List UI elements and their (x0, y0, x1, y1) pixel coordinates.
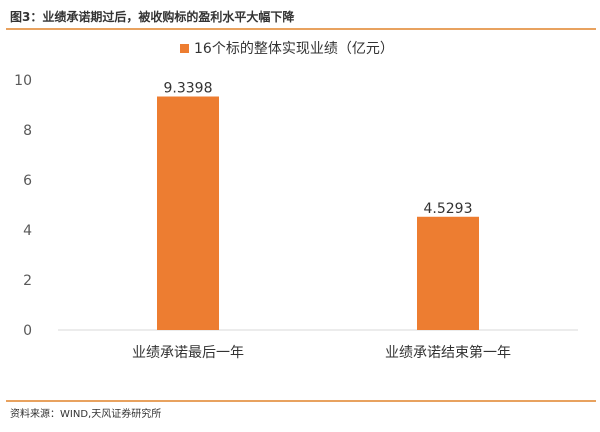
y-tick-label: 6 (23, 173, 32, 189)
y-tick-label: 10 (14, 73, 32, 89)
chart-area: 16个标的整体实现业绩（亿元） 0 2 4 6 8 10 9.3398 4.5293 业绩承… (0, 28, 600, 398)
bar-value-label: 9.3398 (164, 81, 213, 97)
x-category-label: 业绩承诺最后一年 (132, 345, 244, 361)
bar (417, 216, 479, 330)
y-tick-label: 0 (23, 323, 32, 339)
legend: 16个标的整体实现业绩（亿元） (180, 41, 394, 57)
bars: 9.3398 4.5293 (157, 81, 479, 330)
bar-value-label: 4.5293 (424, 201, 473, 217)
y-axis: 0 2 4 6 8 10 (14, 73, 32, 339)
y-tick-label: 8 (23, 123, 32, 139)
bar-chart: 16个标的整体实现业绩（亿元） 0 2 4 6 8 10 9.3398 4.5293 业绩承… (14, 41, 578, 361)
legend-swatch (180, 44, 189, 53)
source-note: 资料来源：WIND,天风证券研究所 (10, 409, 162, 420)
x-category-label: 业绩承诺结束第一年 (385, 344, 511, 361)
source-divider (6, 400, 596, 402)
title-bar: 图3：业绩承诺期过后，被收购标的盈利水平大幅下降 (6, 4, 596, 30)
y-tick-label: 4 (23, 223, 32, 239)
legend-label: 16个标的整体实现业绩（亿元） (194, 41, 394, 57)
y-tick-label: 2 (23, 273, 32, 289)
figure-title: 图3：业绩承诺期过后，被收购标的盈利水平大幅下降 (10, 10, 295, 24)
bar (157, 96, 219, 330)
x-axis-labels: 业绩承诺最后一年 业绩承诺结束第一年 (132, 344, 511, 361)
